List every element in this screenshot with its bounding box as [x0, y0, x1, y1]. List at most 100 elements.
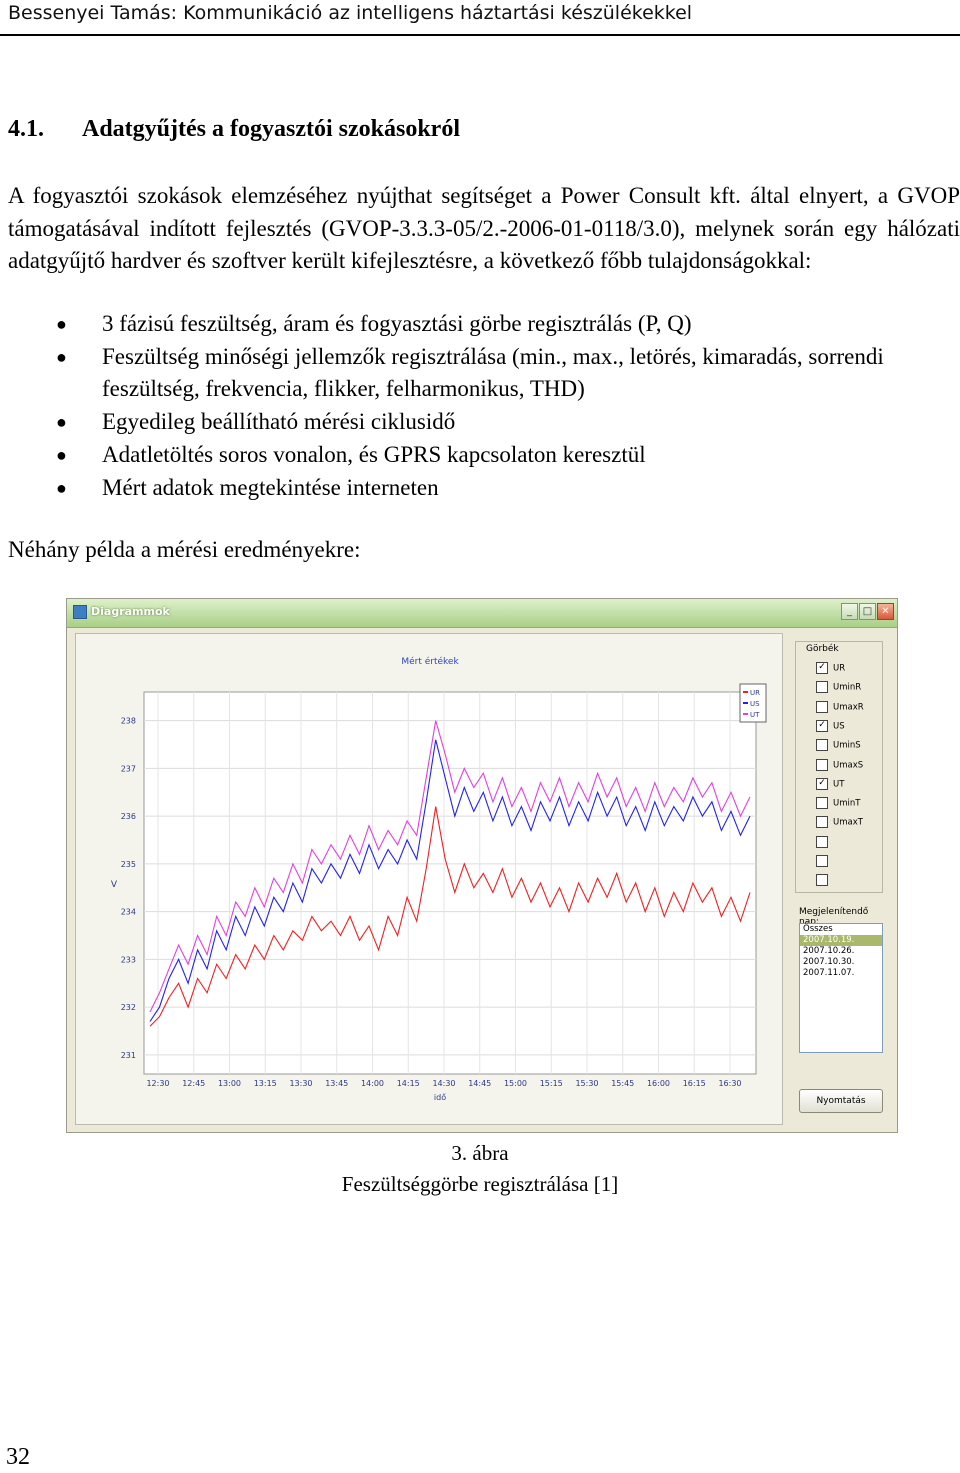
bullet-icon: ● — [56, 477, 67, 498]
curve-checkbox[interactable]: UminR — [816, 681, 861, 695]
checkmark-icon: ✓ — [816, 662, 828, 674]
figure-caption: Feszültséggörbe regisztrálása [1] — [341, 1172, 619, 1196]
checkbox-box — [816, 816, 828, 829]
page-number: 32 — [6, 1444, 30, 1470]
diagram-window: Diagrammok _ □ ✕ 238 237 236 235 234 233 232 23… — [66, 598, 898, 1133]
header-rule — [0, 34, 960, 36]
legend-label: US — [750, 700, 760, 708]
close-button[interactable]: ✕ — [877, 603, 894, 620]
x-tick-label: 15:45 — [611, 1079, 634, 1088]
day-list-item[interactable]: 2007.11.07. — [803, 968, 855, 978]
x-tick-label: 13:45 — [325, 1079, 348, 1088]
examples-intro: Néhány példa a mérési eredményekre: — [8, 537, 361, 562]
day-list-item[interactable]: 2007.10.30. — [803, 957, 855, 967]
list-item: ● 3 fázisú feszültség, áram és fogyasztás… — [0, 308, 960, 341]
plot-area — [143, 691, 757, 1075]
bullet-icon: ● — [56, 314, 67, 334]
x-tick-label: 12:45 — [182, 1079, 205, 1088]
checkbox-box — [816, 739, 828, 752]
curve-checkbox[interactable] — [816, 855, 833, 869]
list-item: ● Egyedileg beállítható mérési ciklusidő — [0, 406, 960, 439]
window-titlebar[interactable]: Diagrammok _ □ ✕ — [67, 599, 897, 628]
figure-number: 3. ábra — [451, 1141, 509, 1165]
list-item-text: 3 fázisú feszültség, áram és fogyasztási… — [102, 311, 692, 336]
list-item-text: Mért adatok megtekintése interneten — [102, 474, 439, 500]
y-tick-label: 233 — [121, 955, 136, 964]
list-item: ● Feszültség minőségi jellemzők regisztrá… — [0, 341, 960, 406]
curve-checkbox-label: UmaxR — [833, 702, 864, 713]
x-tick-label: 15:30 — [575, 1079, 598, 1088]
x-tick-label: 15:00 — [504, 1079, 527, 1088]
checkbox-box — [816, 700, 828, 713]
side-panel: Görbék ✓ UR UminR UmaxR ✓ US UminS UmaxS ✓ UT Umin… — [791, 633, 891, 1125]
curve-checkbox-label: UmaxS — [833, 760, 864, 770]
curve-checkbox-label: UT — [833, 779, 845, 790]
checkbox-box — [816, 874, 828, 887]
checkbox-box — [816, 835, 828, 848]
day-list-item[interactable]: Összes — [803, 924, 833, 934]
curve-checkbox[interactable] — [816, 874, 833, 888]
x-axis-label: idő — [434, 1093, 446, 1102]
curve-checkbox[interactable]: UmaxR — [816, 700, 864, 715]
x-tick-label: 14:45 — [468, 1079, 491, 1088]
list-item: ● Mért adatok megtekintése interneten — [0, 472, 960, 505]
curve-checkbox[interactable]: ✓ UR — [816, 662, 845, 676]
curve-checkbox-label: UR — [833, 663, 846, 674]
y-tick-label: 231 — [121, 1051, 136, 1060]
checkmark-icon: ✓ — [816, 777, 828, 790]
intro-paragraph: A fogyasztói szokások elemzéséhez nyújth… — [8, 183, 960, 274]
curve-checkbox-label: UminR — [833, 682, 862, 693]
x-tick-label: 16:00 — [647, 1079, 670, 1088]
series-line-US — [149, 739, 751, 1022]
curve-checkbox[interactable]: ✓ UT — [816, 777, 845, 792]
curve-checkbox[interactable]: UminS — [816, 739, 861, 753]
day-list-item[interactable]: 2007.10.26. — [803, 946, 855, 956]
list-item: ● Adatletöltés soros vonalon, és GPRS kap… — [0, 439, 960, 472]
curve-checkbox-label: UminS — [833, 740, 861, 751]
curve-checkbox[interactable]: UminT — [816, 797, 860, 811]
x-tick-label: 16:30 — [718, 1079, 741, 1088]
checkbox-box — [816, 797, 828, 810]
curve-checkbox[interactable] — [816, 835, 833, 850]
checkbox-box — [816, 855, 828, 867]
series-line-UR — [149, 806, 751, 1027]
y-tick-label: 236 — [121, 812, 136, 821]
curve-checkbox[interactable]: UmaxT — [816, 816, 863, 830]
checkbox-box — [816, 681, 828, 694]
day-list-label: Megjelenítendő nap: — [799, 907, 869, 927]
chart-title: Mért értékek — [401, 656, 459, 667]
app-icon — [73, 605, 87, 619]
curve-checkbox-label: US — [833, 721, 845, 732]
section-title-text: Adatgyűjtés a fogyasztói szokásokról — [82, 116, 460, 142]
list-item-text: Egyedileg beállítható mérési ciklusidő — [102, 409, 456, 435]
running-header: Bessenyei Tamás: Kommunikáció az intelli… — [8, 2, 693, 24]
minimize-button[interactable]: _ — [841, 603, 858, 620]
legend-label: UT — [750, 711, 760, 719]
voltage-chart: 238 237 236 235 234 233 232 231 12:30 12:45 13:00 1… — [111, 656, 767, 1102]
y-tick-label: 238 — [121, 717, 136, 726]
day-list-item[interactable]: 2007.10.19. — [800, 935, 882, 946]
x-tick-label: 13:30 — [289, 1079, 312, 1088]
curve-checkbox[interactable]: UmaxS — [816, 758, 864, 773]
x-tick-label: 13:00 — [218, 1079, 241, 1088]
y-tick-label: 232 — [121, 1003, 136, 1012]
curves-group: Görbék ✓ UR UminR UmaxR ✓ US UminS UmaxS ✓ UT Umin… — [795, 641, 883, 893]
x-tick-label: 14:00 — [361, 1079, 384, 1088]
curve-checkbox[interactable]: ✓ US — [816, 719, 845, 734]
checkbox-box — [816, 758, 828, 771]
day-listbox[interactable]: Összes 2007.10.19. 2007.10.26. 2007.10.30. 2… — [799, 923, 883, 1053]
window-title: Diagrammok — [91, 605, 170, 618]
section-number: 4.1. — [8, 116, 44, 142]
feature-list: ● 3 fázisú feszültség, áram és fogyasztás… — [0, 308, 960, 504]
curve-checkbox-label: UminT — [833, 798, 861, 809]
x-tick-label: 14:15 — [397, 1079, 420, 1088]
print-button[interactable]: Nyomtatás — [799, 1089, 883, 1113]
legend-label: UR — [750, 689, 760, 697]
x-tick-label: 14:30 — [432, 1079, 455, 1088]
y-tick-label: 235 — [121, 860, 136, 869]
bullet-icon: ● — [56, 444, 67, 465]
maximize-button[interactable]: □ — [859, 603, 876, 620]
chart-panel: 238 237 236 235 234 233 232 231 12:30 12:45 13:00 1… — [75, 633, 783, 1125]
curve-checkbox-label: UmaxT — [833, 817, 863, 828]
y-axis-label: V — [111, 880, 118, 890]
